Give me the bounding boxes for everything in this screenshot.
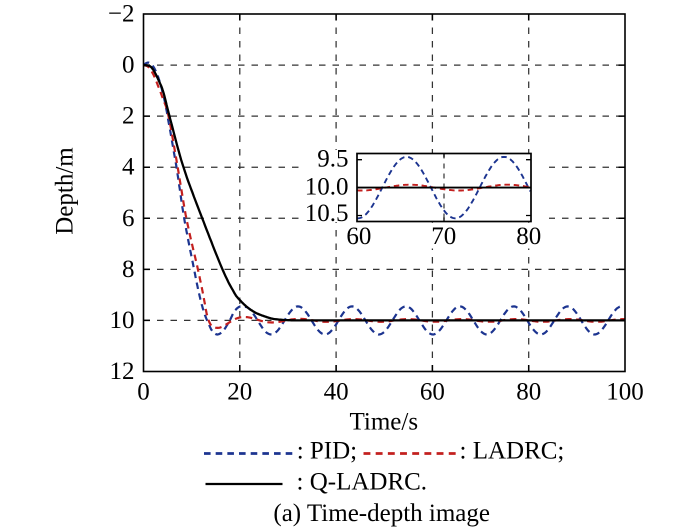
svg-text:(a) Time-depth image: (a) Time-depth image bbox=[273, 500, 490, 527]
svg-text:: Q-LADRC.: : Q-LADRC. bbox=[297, 469, 428, 496]
svg-text:9.5: 9.5 bbox=[317, 146, 348, 173]
svg-text:0: 0 bbox=[122, 52, 135, 79]
svg-text:: LADRC;: : LADRC; bbox=[460, 437, 565, 464]
svg-text:10: 10 bbox=[110, 307, 135, 334]
svg-text:40: 40 bbox=[324, 379, 349, 406]
svg-text:0: 0 bbox=[137, 379, 150, 406]
svg-text:−2: −2 bbox=[108, 1, 135, 28]
svg-text:80: 80 bbox=[516, 223, 541, 250]
svg-text:Time/s: Time/s bbox=[350, 409, 419, 436]
svg-text:70: 70 bbox=[431, 223, 456, 250]
svg-text:60: 60 bbox=[420, 379, 445, 406]
svg-text:20: 20 bbox=[227, 379, 252, 406]
svg-text:12: 12 bbox=[110, 358, 135, 385]
svg-text:60: 60 bbox=[346, 223, 371, 250]
svg-text:Depth/m: Depth/m bbox=[52, 147, 79, 235]
svg-text:6: 6 bbox=[122, 205, 135, 232]
svg-text:100: 100 bbox=[606, 379, 644, 406]
svg-text:8: 8 bbox=[122, 256, 135, 283]
svg-text:2: 2 bbox=[122, 103, 135, 130]
svg-text:10.0: 10.0 bbox=[305, 174, 349, 201]
svg-text:: PID;: : PID; bbox=[297, 437, 357, 464]
svg-text:80: 80 bbox=[516, 379, 541, 406]
svg-text:10.5: 10.5 bbox=[305, 200, 349, 227]
svg-text:4: 4 bbox=[122, 154, 135, 181]
